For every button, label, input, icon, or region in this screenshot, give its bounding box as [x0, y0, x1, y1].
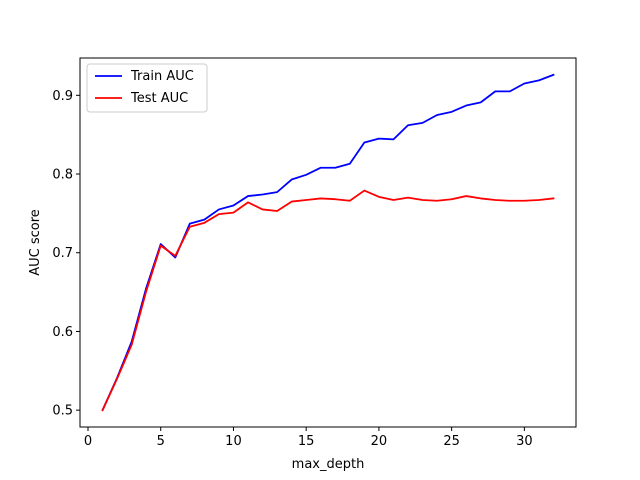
series-lines [101, 73, 555, 412]
legend: Train AUC Test AUC [86, 63, 208, 113]
y-axis-ticks: 0.5 0.6 0.7 0.8 0.9 [52, 89, 80, 419]
x-tick-label: 20 [371, 434, 388, 449]
x-axis-label: max_depth [292, 457, 365, 472]
x-tick-label: 25 [443, 434, 460, 449]
x-axis-ticks: 0 5 10 15 20 25 30 [84, 427, 533, 449]
series-line-test-auc [101, 189, 555, 412]
legend-label-test: Test AUC [130, 91, 188, 106]
x-tick-label: 15 [298, 434, 315, 449]
x-tick-label: 10 [225, 434, 242, 449]
x-tick-label: 0 [84, 434, 92, 449]
x-tick-label: 5 [157, 434, 165, 449]
y-tick-label: 0.8 [52, 168, 73, 183]
y-tick-label: 0.5 [52, 404, 73, 419]
x-tick-label: 30 [516, 434, 533, 449]
y-tick-label: 0.9 [52, 89, 73, 104]
legend-label-train: Train AUC [130, 69, 194, 84]
y-axis-label: AUC score [28, 209, 43, 276]
y-tick-label: 0.7 [52, 246, 73, 261]
plot-frame [79, 57, 577, 428]
plot-area [80, 58, 576, 427]
y-tick-label: 0.6 [52, 325, 73, 340]
